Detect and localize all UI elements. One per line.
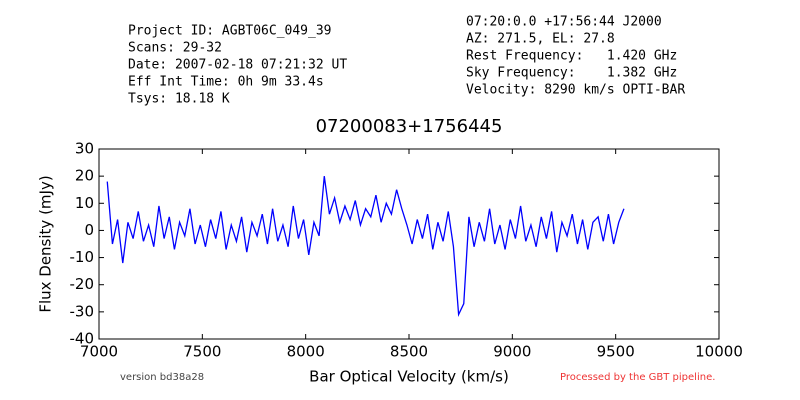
y-tick-label: 0 — [84, 221, 94, 239]
y-tick-label: 10 — [75, 194, 94, 212]
info-line: Eff Int Time: 0h 9m 33.4s — [128, 75, 324, 90]
x-axis-label: Bar Optical Velocity (km/s) — [309, 368, 509, 386]
footer-pipeline: Processed by the GBT pipeline. — [560, 372, 715, 383]
x-tick-label: 7000 — [80, 343, 118, 361]
y-tick-label: 30 — [75, 140, 94, 158]
info-line: Date: 2007-02-18 07:21:32 UT — [128, 58, 347, 73]
spectrum-line — [106, 176, 625, 318]
y-tick-label: -10 — [70, 248, 95, 266]
y-tick-label: -40 — [70, 330, 95, 348]
y-tick-label: 20 — [75, 167, 94, 185]
info-line: Project ID: AGBT06C_049_39 — [128, 24, 332, 39]
x-tick-label: 8000 — [287, 343, 325, 361]
footer-version: version bd38a28 — [120, 372, 204, 383]
info-line: Tsys: 18.18 K — [128, 92, 230, 107]
x-tick-label: 9000 — [493, 343, 531, 361]
chart-title: 07200083+1756445 — [316, 116, 503, 137]
info-line: Sky Frequency: 1.382 GHz — [466, 66, 677, 81]
info-line: Rest Frequency: 1.420 GHz — [466, 49, 677, 64]
info-line: Velocity: 8290 km/s OPTI-BAR — [466, 83, 685, 98]
plot-frame — [98, 148, 720, 340]
info-line: 07:20:0.0 +17:56:44 J2000 — [466, 15, 662, 30]
x-tick-label: 10000 — [695, 343, 743, 361]
x-tick-label: 7500 — [183, 343, 221, 361]
x-tick-label: 8500 — [390, 343, 428, 361]
info-line: AZ: 271.5, EL: 27.8 — [466, 32, 615, 47]
x-tick-label: 9500 — [597, 343, 635, 361]
info-line: Scans: 29-32 — [128, 41, 222, 56]
y-tick-label: -20 — [70, 275, 95, 293]
y-tick-label: -30 — [70, 302, 95, 320]
y-axis-label: Flux Density (mJy) — [37, 175, 55, 312]
